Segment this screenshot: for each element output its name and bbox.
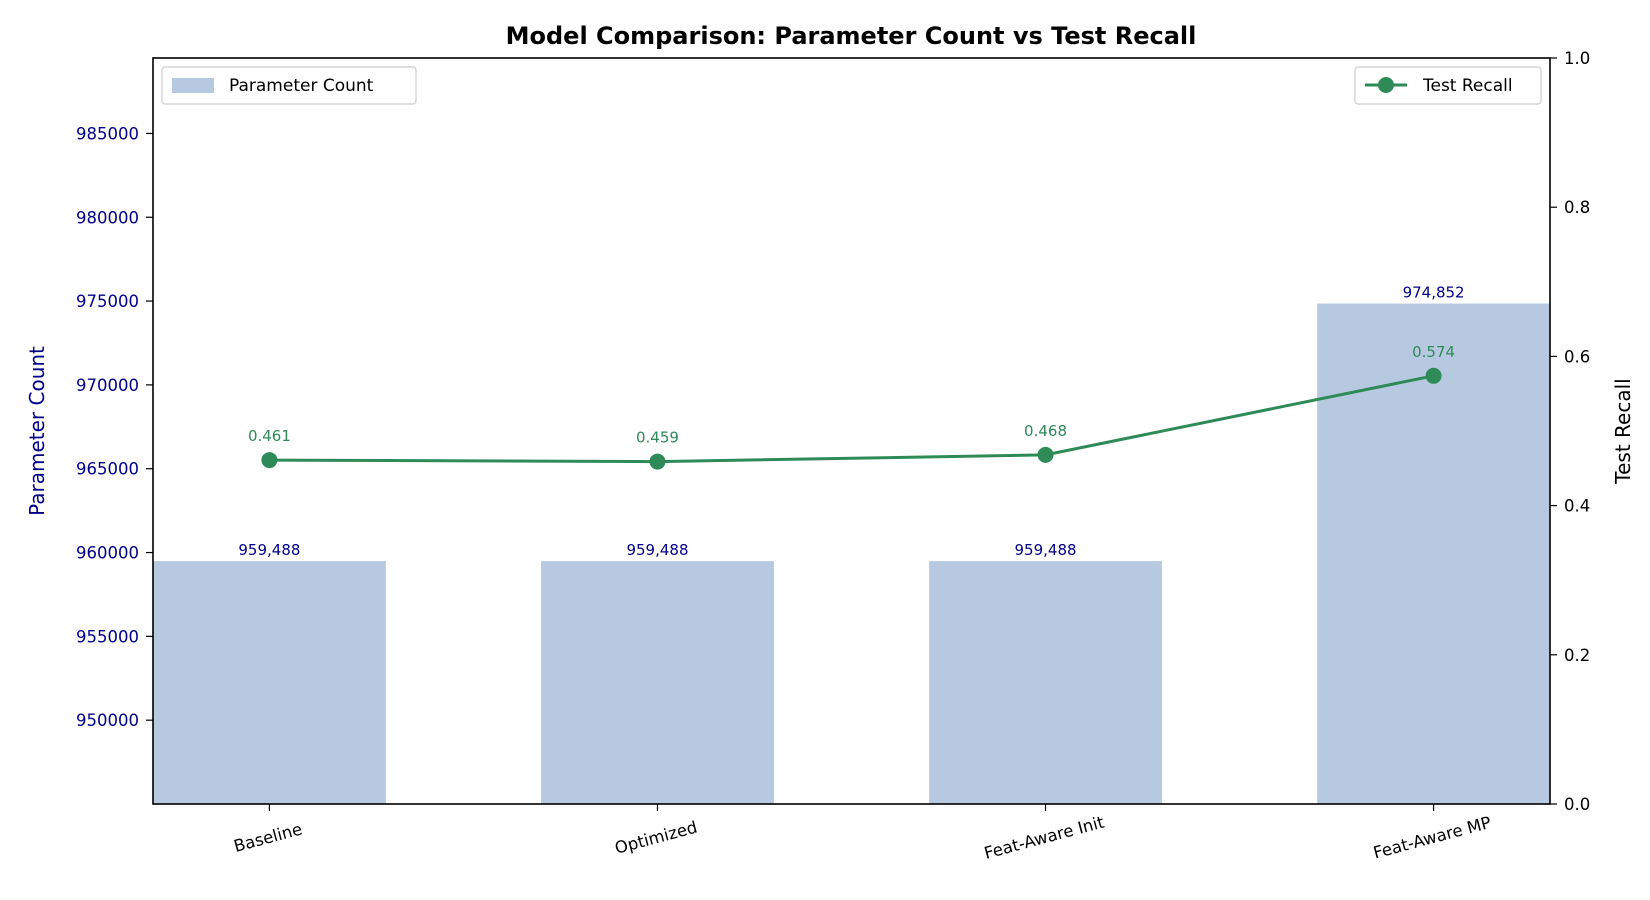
legend-parameter-count-swatch — [172, 78, 214, 93]
chart-title: Model Comparison: Parameter Count vs Tes… — [506, 22, 1197, 50]
y-right-tick-label: 0.0 — [1564, 795, 1590, 814]
y-right-tick-label: 1.0 — [1564, 49, 1590, 68]
x-tick-label-feat-aware-mp: Feat-Aware MP — [1371, 813, 1493, 863]
y-left-tick-label: 965000 — [76, 460, 139, 479]
test-recall-value-label-baseline: 0.461 — [248, 427, 291, 445]
test-recall-point-feat-aware-mp — [1425, 367, 1442, 384]
bar-feat-aware-init — [929, 561, 1162, 804]
legend-test-recall-box — [1354, 66, 1542, 105]
test-recall-value-label-feat-aware-init: 0.468 — [1024, 422, 1067, 440]
legend-parameter-count-box — [161, 66, 417, 105]
x-tick-label-feat-aware-init: Feat-Aware Init — [982, 812, 1107, 862]
y-left-axis-label: Parameter Count — [25, 346, 49, 516]
test-recall-value-label-optimized: 0.459 — [636, 429, 679, 447]
test-recall-point-baseline — [261, 452, 278, 469]
bar-feat-aware-mp — [1317, 303, 1550, 804]
y-left-tick-label: 975000 — [76, 292, 139, 311]
bar-baseline — [153, 561, 386, 804]
y-left-tick-label: 970000 — [76, 376, 139, 395]
test-recall-point-feat-aware-init — [1037, 446, 1054, 463]
legend-test-recall-label: Test Recall — [1422, 76, 1513, 96]
test-recall-point-optimized — [649, 453, 666, 470]
y-left-tick-label: 960000 — [76, 544, 139, 563]
y-left-tick-label: 980000 — [76, 208, 139, 227]
bar-value-label-feat-aware-mp: 974,852 — [1403, 284, 1465, 302]
bar-optimized — [541, 561, 774, 804]
bar-value-label-feat-aware-init: 959,488 — [1015, 541, 1077, 559]
y-right-axis-label: Test Recall — [1611, 378, 1635, 484]
test-recall-line — [269, 374, 1434, 464]
y-right-tick-label: 0.2 — [1564, 646, 1590, 665]
y-left-tick-label: 955000 — [76, 627, 139, 646]
legend-test-recall-marker — [1378, 77, 1394, 93]
plot-frame — [152, 57, 1551, 805]
x-tick-label-optimized: Optimized — [613, 818, 700, 858]
y-right-tick-label: 0.8 — [1564, 198, 1590, 217]
test-recall-value-label-feat-aware-mp: 0.574 — [1412, 343, 1455, 361]
labels-layer: 959,488 959,488 959,488 974,852 0.461 0.459 0.… — [238, 284, 1464, 560]
bars-layer — [153, 303, 1550, 804]
y-right-tick-label: 0.6 — [1564, 347, 1590, 366]
y-right-tick-label: 0.4 — [1564, 497, 1590, 516]
legend-parameter-count: Parameter Count — [161, 66, 417, 105]
x-tick-label-baseline: Baseline — [232, 819, 305, 855]
axes-layer — [152, 57, 1551, 805]
bar-value-label-optimized: 959,488 — [626, 541, 688, 559]
line-layer — [261, 367, 1442, 470]
y-left-tick-label: 985000 — [76, 124, 139, 143]
bar-value-label-baseline: 959,488 — [238, 541, 300, 559]
legend-parameter-count-label: Parameter Count — [229, 76, 374, 96]
y-left-tick-label: 950000 — [76, 711, 139, 730]
legend-test-recall: Test Recall — [1354, 66, 1542, 105]
